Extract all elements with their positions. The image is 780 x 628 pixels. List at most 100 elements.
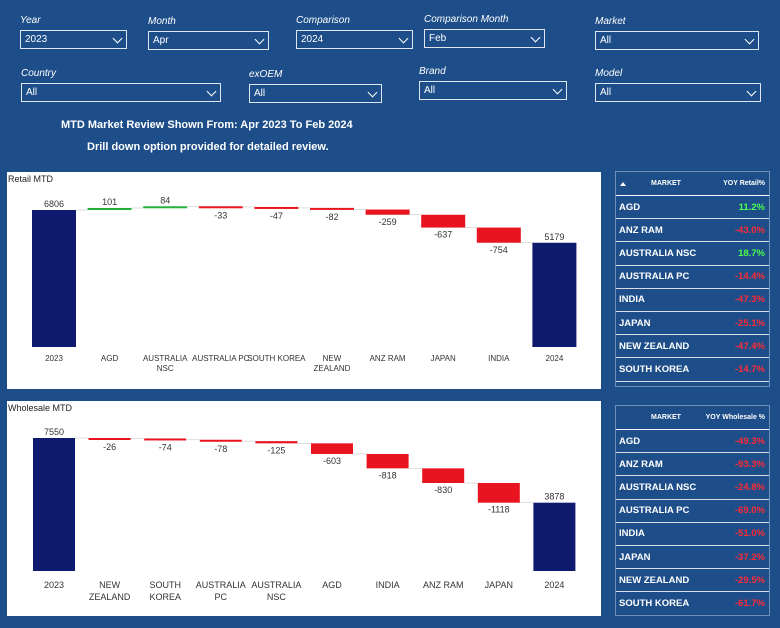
table-row[interactable]: INDIA -51.0% [616,523,769,546]
market-name: AUSTRALIA NSC [619,247,697,259]
waterfall-bar[interactable] [198,206,243,209]
market-name: AGD [619,435,641,447]
filter-label: Brand [419,66,446,77]
category-label: ANZ RAM [370,354,406,363]
column-header-yoy-wholesale[interactable]: YOY Wholesale % [705,414,765,421]
waterfall-bar[interactable] [254,206,299,209]
year-dropdown[interactable]: 2023 [20,30,127,49]
table-row[interactable]: SOUTH KOREA -14.7% [616,358,769,382]
data-label: -74 [159,442,172,452]
category-label: ANZ RAM [423,580,464,590]
category-label: AGD [101,354,119,363]
table-row[interactable]: ANZ RAM -93.3% [616,453,769,477]
table-row[interactable]: SOUTH KOREA -61.7% [616,592,769,615]
sort-ascending-icon[interactable] [620,182,626,186]
waterfall-bar[interactable] [477,482,520,503]
filter-label: Model [595,68,623,79]
table-body: AGD -49.3% ANZ RAM -93.3% AUSTRALIA NSC -24.8… [616,430,769,615]
brand-dropdown[interactable]: All [419,81,567,100]
market-name: AUSTRALIA PC [619,505,690,517]
table-row[interactable]: JAPAN -25.1% [616,312,769,336]
waterfall-bar[interactable] [476,227,521,243]
filter-market: Market All [595,16,759,50]
market-dropdown[interactable]: All [595,31,759,50]
yoy-value: -47.4% [734,340,765,352]
table-row[interactable]: AUSTRALIA NSC 18.7% [616,242,769,266]
category-label: 2024 [544,580,564,590]
comparison-dropdown[interactable]: 2024 [296,30,413,49]
table-row[interactable]: AGD -49.3% [616,430,769,454]
category-label: SOUTH KOREA [149,580,181,602]
data-label: -26 [103,442,116,452]
yoy-value: -47.3% [734,294,765,306]
category-label: NEW ZEALAND [314,354,351,373]
waterfall-bar[interactable] [199,439,242,442]
data-label: -754 [490,245,508,255]
table-row[interactable]: AGD 11.2% [616,196,769,220]
retail-chart-card: Retail MTD 6806 2023 101 AGD 84 AUSTRALIA NSC -… [7,172,601,389]
data-label: -818 [379,470,397,480]
chevron-down-icon [398,33,409,44]
model-dropdown[interactable]: All [595,83,761,102]
column-header-yoy-retail[interactable]: YOY Retail% [723,180,765,187]
waterfall-bar[interactable] [255,441,298,444]
waterfall-bar[interactable] [87,207,132,210]
filter-model: Model All [595,68,761,102]
waterfall-bar[interactable] [533,502,576,571]
waterfall-bar[interactable] [366,453,409,469]
dropdown-value: 2024 [301,34,324,45]
waterfall-bar[interactable] [144,438,187,441]
table-row[interactable]: NEW ZEALAND -29.5% [616,569,769,593]
table-row[interactable]: NEW ZEALAND -47.4% [616,335,769,359]
category-label: AUSTRALIA NSC [143,354,188,373]
yoy-value: -24.8% [734,481,765,493]
dropdown-value: Feb [429,33,447,44]
yoy-value: -43.0% [734,224,765,236]
filter-label: exOEM [249,69,283,80]
waterfall-bar[interactable] [422,468,465,483]
drilldown-note: Drill down option provided for detailed … [87,141,329,153]
waterfall-bar[interactable] [88,438,131,440]
data-label: 101 [102,197,117,207]
table-row[interactable]: INDIA -47.3% [616,289,769,312]
table-row[interactable]: AUSTRALIA NSC -24.8% [616,476,769,500]
waterfall-bar[interactable] [365,209,410,215]
data-label: -637 [434,230,452,240]
yoy-value: -51.0% [734,528,765,540]
table-row[interactable]: JAPAN -37.2% [616,546,769,570]
chevron-down-icon [112,33,123,44]
exoem-dropdown[interactable]: All [249,84,382,103]
filter-year: Year 2023 [20,15,127,49]
table-header: MARKET YOY Wholesale % [616,406,769,430]
table-row[interactable]: AUSTRALIA PC -14.4% [616,266,769,289]
dropdown-value: All [600,87,612,98]
chevron-down-icon [744,34,755,45]
yoy-value: -49.3% [734,435,765,447]
yoy-value: -93.3% [734,458,765,470]
waterfall-bar[interactable] [143,206,188,209]
data-label: 5179 [544,232,564,242]
waterfall-bar[interactable] [311,443,353,454]
data-label: -78 [214,444,227,454]
yoy-value: -25.1% [734,317,765,329]
data-label: -33 [214,210,227,220]
market-name: AUSTRALIA PC [619,271,690,283]
column-header-market[interactable]: MARKET [651,180,681,187]
table-row[interactable]: AUSTRALIA PC -69.0% [616,500,769,523]
waterfall-bar[interactable] [33,438,75,571]
waterfall-bar[interactable] [32,210,76,347]
column-header-market[interactable]: MARKET [651,414,681,421]
waterfall-bar[interactable] [310,207,354,210]
data-label: -830 [434,485,452,495]
filter-exoem: exOEM All [249,69,382,103]
month-dropdown[interactable]: Apr [148,31,269,50]
comparison-month-dropdown[interactable]: Feb [424,29,545,48]
category-label: SOUTH KOREA [247,354,306,363]
data-label: 84 [160,195,170,205]
waterfall-bar[interactable] [532,242,577,347]
table-row[interactable]: ANZ RAM -43.0% [616,219,769,243]
country-dropdown[interactable]: All [21,83,221,102]
data-label: 3878 [544,492,564,502]
market-name: JAPAN [619,551,651,563]
waterfall-bar[interactable] [421,214,466,228]
